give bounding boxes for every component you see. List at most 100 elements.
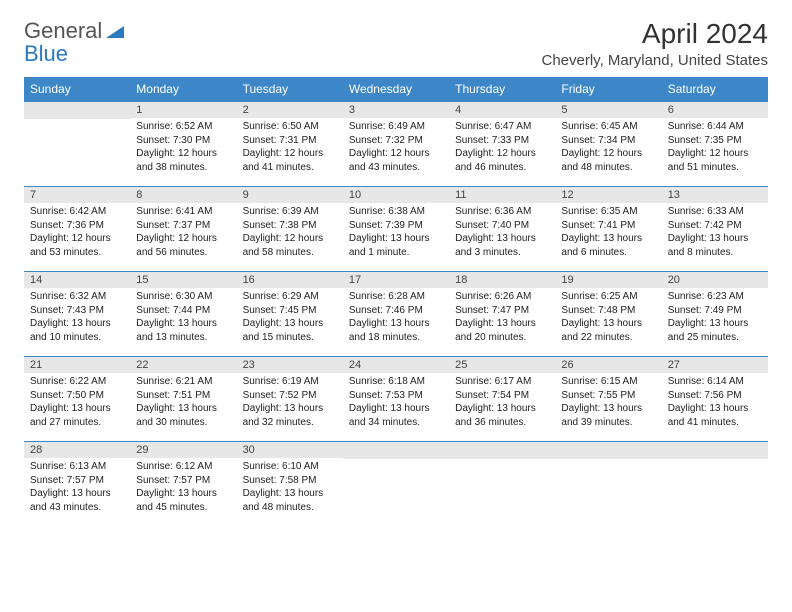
day-detail-line: Sunset: 7:52 PM (243, 389, 337, 403)
day-detail: Sunrise: 6:30 AMSunset: 7:44 PMDaylight:… (130, 288, 236, 348)
day-detail: Sunrise: 6:38 AMSunset: 7:39 PMDaylight:… (343, 203, 449, 263)
day-detail-line: Daylight: 13 hours (455, 402, 549, 416)
weekday-header: Sunday (24, 77, 130, 102)
day-detail-line: Sunrise: 6:39 AM (243, 205, 337, 219)
day-detail-line: and 34 minutes. (349, 416, 443, 430)
day-detail-line: Sunset: 7:32 PM (349, 134, 443, 148)
day-detail-line: Daylight: 13 hours (561, 232, 655, 246)
day-detail-line: Sunrise: 6:22 AM (30, 375, 124, 389)
calendar-cell: 1Sunrise: 6:52 AMSunset: 7:30 PMDaylight… (130, 102, 236, 187)
day-detail-line: Daylight: 13 hours (668, 317, 762, 331)
weekday-header: Friday (555, 77, 661, 102)
day-detail-line: and 13 minutes. (136, 331, 230, 345)
calendar-cell: 17Sunrise: 6:28 AMSunset: 7:46 PMDayligh… (343, 272, 449, 357)
day-detail-line: Sunrise: 6:38 AM (349, 205, 443, 219)
day-number: 7 (24, 187, 130, 203)
day-detail-line: Sunrise: 6:10 AM (243, 460, 337, 474)
day-number: 15 (130, 272, 236, 288)
day-number: 12 (555, 187, 661, 203)
day-number: 20 (662, 272, 768, 288)
day-number: 8 (130, 187, 236, 203)
day-detail: Sunrise: 6:44 AMSunset: 7:35 PMDaylight:… (662, 118, 768, 178)
calendar-week-row: 14Sunrise: 6:32 AMSunset: 7:43 PMDayligh… (24, 272, 768, 357)
day-detail: Sunrise: 6:19 AMSunset: 7:52 PMDaylight:… (237, 373, 343, 433)
weekday-header: Saturday (662, 77, 768, 102)
day-detail-line: Sunset: 7:57 PM (136, 474, 230, 488)
day-detail: Sunrise: 6:15 AMSunset: 7:55 PMDaylight:… (555, 373, 661, 433)
weekday-header: Tuesday (237, 77, 343, 102)
calendar-cell: 11Sunrise: 6:36 AMSunset: 7:40 PMDayligh… (449, 187, 555, 272)
day-number-empty (555, 442, 661, 459)
calendar-cell: 19Sunrise: 6:25 AMSunset: 7:48 PMDayligh… (555, 272, 661, 357)
calendar-cell (343, 442, 449, 527)
calendar-cell: 4Sunrise: 6:47 AMSunset: 7:33 PMDaylight… (449, 102, 555, 187)
day-detail-line: Daylight: 12 hours (455, 147, 549, 161)
calendar-cell: 25Sunrise: 6:17 AMSunset: 7:54 PMDayligh… (449, 357, 555, 442)
day-number: 9 (237, 187, 343, 203)
calendar-cell: 10Sunrise: 6:38 AMSunset: 7:39 PMDayligh… (343, 187, 449, 272)
calendar-cell: 26Sunrise: 6:15 AMSunset: 7:55 PMDayligh… (555, 357, 661, 442)
day-detail-line: Sunrise: 6:45 AM (561, 120, 655, 134)
day-detail-line: Daylight: 12 hours (561, 147, 655, 161)
day-detail: Sunrise: 6:52 AMSunset: 7:30 PMDaylight:… (130, 118, 236, 178)
calendar-week-row: 7Sunrise: 6:42 AMSunset: 7:36 PMDaylight… (24, 187, 768, 272)
day-number: 14 (24, 272, 130, 288)
day-detail-line: Sunset: 7:34 PM (561, 134, 655, 148)
day-detail-line: and 51 minutes. (668, 161, 762, 175)
day-number: 27 (662, 357, 768, 373)
day-detail-line: Sunset: 7:30 PM (136, 134, 230, 148)
day-detail: Sunrise: 6:29 AMSunset: 7:45 PMDaylight:… (237, 288, 343, 348)
title-block: April 2024 Cheverly, Maryland, United St… (542, 18, 769, 69)
day-number: 1 (130, 102, 236, 118)
day-detail-line: and 45 minutes. (136, 501, 230, 515)
day-detail-line: Sunrise: 6:35 AM (561, 205, 655, 219)
day-detail-line: Daylight: 13 hours (243, 487, 337, 501)
day-detail: Sunrise: 6:41 AMSunset: 7:37 PMDaylight:… (130, 203, 236, 263)
day-detail-line: Sunset: 7:50 PM (30, 389, 124, 403)
day-detail-line: and 1 minute. (349, 246, 443, 260)
weekday-header: Thursday (449, 77, 555, 102)
day-detail: Sunrise: 6:25 AMSunset: 7:48 PMDaylight:… (555, 288, 661, 348)
day-detail-line: Sunrise: 6:52 AM (136, 120, 230, 134)
day-detail-line: Daylight: 12 hours (668, 147, 762, 161)
calendar-cell: 14Sunrise: 6:32 AMSunset: 7:43 PMDayligh… (24, 272, 130, 357)
day-detail-line: Sunrise: 6:26 AM (455, 290, 549, 304)
day-detail: Sunrise: 6:28 AMSunset: 7:46 PMDaylight:… (343, 288, 449, 348)
day-number-empty (662, 442, 768, 459)
calendar-cell: 16Sunrise: 6:29 AMSunset: 7:45 PMDayligh… (237, 272, 343, 357)
calendar-cell: 21Sunrise: 6:22 AMSunset: 7:50 PMDayligh… (24, 357, 130, 442)
day-detail: Sunrise: 6:49 AMSunset: 7:32 PMDaylight:… (343, 118, 449, 178)
day-detail: Sunrise: 6:50 AMSunset: 7:31 PMDaylight:… (237, 118, 343, 178)
calendar-cell: 27Sunrise: 6:14 AMSunset: 7:56 PMDayligh… (662, 357, 768, 442)
day-detail-line: Daylight: 13 hours (561, 317, 655, 331)
day-detail-line: Sunrise: 6:36 AM (455, 205, 549, 219)
day-detail-line: and 43 minutes. (349, 161, 443, 175)
day-detail: Sunrise: 6:33 AMSunset: 7:42 PMDaylight:… (662, 203, 768, 263)
day-detail-line: and 3 minutes. (455, 246, 549, 260)
day-detail-line: and 8 minutes. (668, 246, 762, 260)
day-detail-line: and 22 minutes. (561, 331, 655, 345)
calendar-cell: 6Sunrise: 6:44 AMSunset: 7:35 PMDaylight… (662, 102, 768, 187)
day-detail-line: and 15 minutes. (243, 331, 337, 345)
day-detail-line: Daylight: 13 hours (30, 487, 124, 501)
day-detail-line: Daylight: 13 hours (136, 317, 230, 331)
day-detail-line: Sunset: 7:53 PM (349, 389, 443, 403)
day-detail-line: Sunset: 7:56 PM (668, 389, 762, 403)
day-detail-line: Sunset: 7:47 PM (455, 304, 549, 318)
day-detail-line: and 56 minutes. (136, 246, 230, 260)
day-detail-line: Sunrise: 6:28 AM (349, 290, 443, 304)
day-number: 16 (237, 272, 343, 288)
day-detail-line: Sunrise: 6:25 AM (561, 290, 655, 304)
day-number: 2 (237, 102, 343, 118)
day-detail-line: Sunset: 7:43 PM (30, 304, 124, 318)
calendar-cell: 24Sunrise: 6:18 AMSunset: 7:53 PMDayligh… (343, 357, 449, 442)
day-number: 29 (130, 442, 236, 458)
day-number: 4 (449, 102, 555, 118)
calendar-cell: 29Sunrise: 6:12 AMSunset: 7:57 PMDayligh… (130, 442, 236, 527)
day-detail-line: and 48 minutes. (561, 161, 655, 175)
day-number: 21 (24, 357, 130, 373)
day-detail-line: Sunset: 7:54 PM (455, 389, 549, 403)
day-detail-line: Daylight: 12 hours (136, 232, 230, 246)
day-detail-line: Sunset: 7:51 PM (136, 389, 230, 403)
day-detail: Sunrise: 6:21 AMSunset: 7:51 PMDaylight:… (130, 373, 236, 433)
